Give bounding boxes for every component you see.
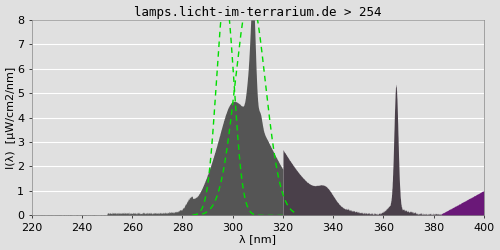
Title: lamps.licht-im-terrarium.de > 254: lamps.licht-im-terrarium.de > 254 xyxy=(134,6,382,18)
X-axis label: λ [nm]: λ [nm] xyxy=(240,234,277,244)
Y-axis label: I(λ)  [µW/cm2/nm]: I(λ) [µW/cm2/nm] xyxy=(6,66,16,169)
